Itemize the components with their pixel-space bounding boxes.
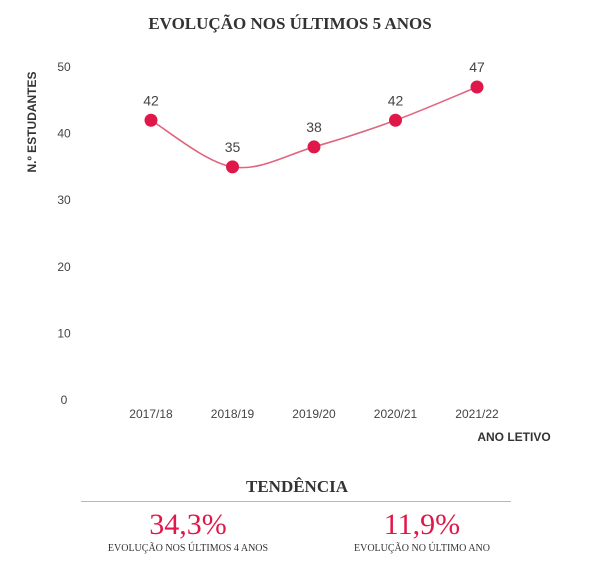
- stat-last-year-value: 11,9%: [383, 508, 461, 541]
- data-label: 47: [469, 59, 485, 75]
- x-tick-label: 2019/20: [292, 407, 336, 421]
- x-tick-label: 2017/18: [129, 407, 173, 421]
- y-tick-label: 50: [57, 60, 71, 74]
- stat-four-year-label: EVOLUÇÃO NOS ÚLTIMOS 4 ANOS: [107, 543, 269, 554]
- x-tick-label: 2021/22: [455, 407, 499, 421]
- data-label: 42: [143, 92, 159, 108]
- data-point: [226, 160, 239, 174]
- data-point: [144, 113, 158, 127]
- trend-title: TENDÊNCIA: [245, 477, 349, 496]
- data-label: 42: [388, 92, 404, 108]
- y-tick-label: 20: [57, 260, 71, 274]
- data-point: [389, 113, 402, 127]
- stat-last-year-label: EVOLUÇÃO NO ÚLTIMO ANO: [353, 543, 490, 554]
- x-tick-label: 2018/19: [211, 407, 255, 421]
- y-tick-label: 10: [57, 326, 71, 340]
- data-label: 35: [225, 139, 241, 155]
- data-point: [307, 140, 321, 154]
- data-point: [470, 80, 484, 94]
- y-tick-label: 0: [61, 393, 68, 407]
- y-axis-title: N.º ESTUDANTES: [25, 71, 39, 172]
- stat-four-year: 34,3% EVOLUÇÃO NOS ÚLTIMOS 4 ANOS: [88, 508, 288, 554]
- stat-last-year: 11,9% EVOLUÇÃO NO ÚLTIMO ANO: [322, 508, 522, 554]
- data-label: 38: [306, 119, 322, 135]
- line-chart: 0 10 20 30 40 50 N.º ESTUDANTES 2017/18 2018/19 2…: [25, 59, 551, 444]
- y-tick-label: 40: [57, 127, 71, 141]
- x-tick-label: 2020/21: [374, 407, 418, 421]
- y-tick-label: 30: [57, 193, 71, 207]
- trend-divider: [81, 501, 511, 502]
- stat-four-year-value: 34,3%: [149, 508, 227, 541]
- x-axis-title: ANO LETIVO: [477, 430, 550, 444]
- chart-title: EVOLUÇÃO NOS ÚLTIMOS 5 ANOS: [148, 14, 432, 33]
